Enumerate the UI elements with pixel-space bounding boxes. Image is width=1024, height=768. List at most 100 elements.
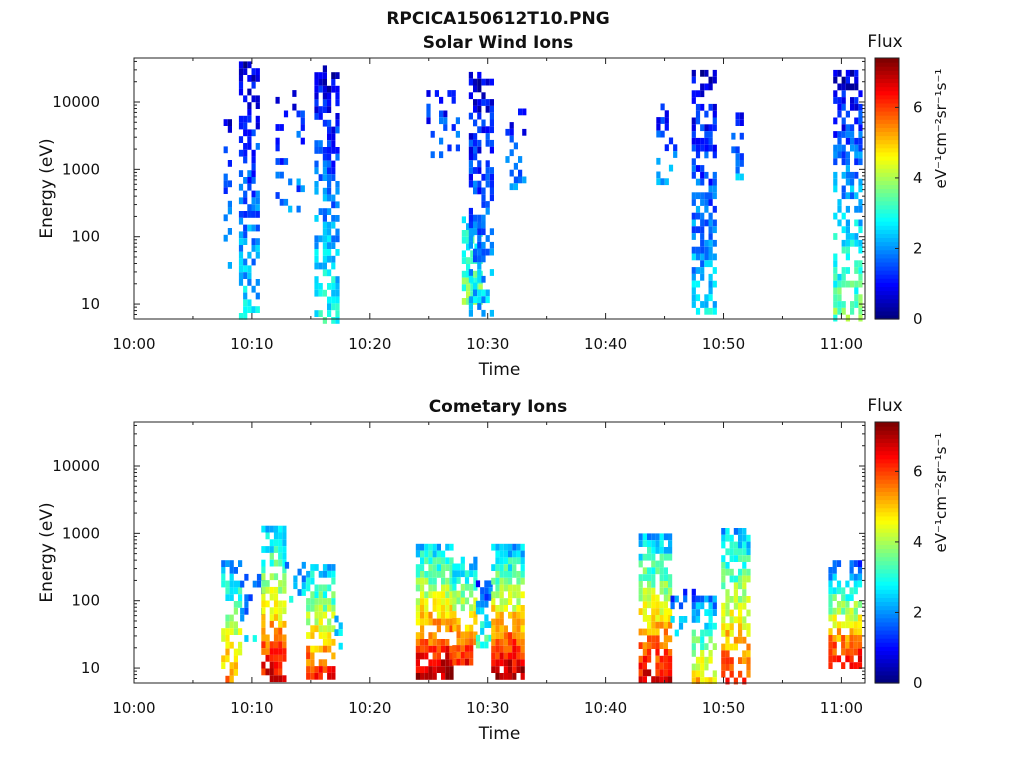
flux-cell [238, 251, 244, 259]
flux-cell [833, 233, 838, 240]
flux-cell [261, 546, 266, 553]
flux-cell [738, 555, 743, 562]
flux-cell [279, 198, 284, 206]
flux-cell [516, 652, 521, 660]
flux-cell [477, 160, 482, 168]
flux-cell [420, 645, 425, 653]
colorbar-segment [875, 503, 899, 509]
flux-cell [261, 634, 266, 642]
flux-cell [480, 587, 485, 594]
flux-cell [445, 625, 450, 633]
colorbar-segment [875, 634, 899, 639]
flux-cell [509, 128, 514, 136]
flux-cell [503, 659, 508, 667]
flux-cell [452, 590, 457, 598]
flux-cell [642, 649, 647, 656]
flux-cell [721, 602, 726, 610]
flux-cell [837, 137, 842, 145]
flux-cell [273, 532, 279, 540]
flux-cell [828, 573, 833, 581]
flux-cell [468, 269, 473, 276]
flux-cell [247, 183, 252, 191]
flux-cell [282, 532, 287, 540]
flux-cell [282, 539, 287, 547]
flux-cell [460, 570, 465, 578]
flux-cell [721, 630, 726, 637]
flux-cell [439, 137, 444, 145]
flux-cell [327, 249, 332, 256]
flux-cell [837, 219, 842, 227]
flux-cell [700, 246, 705, 254]
flux-cell [238, 245, 244, 252]
flux-cell [306, 604, 311, 612]
flux-cell [468, 160, 473, 168]
flux-cell [858, 273, 863, 281]
flux-cell [283, 158, 289, 165]
flux-cell [451, 96, 456, 104]
colorbar-title: Flux [867, 32, 902, 52]
flux-cell [247, 177, 252, 184]
flux-cell [499, 639, 504, 646]
flux-cell [477, 180, 482, 188]
flux-cell [638, 669, 643, 677]
flux-cell [495, 666, 500, 673]
x-tick-label: 10:00 [112, 335, 155, 353]
flux-cell [858, 314, 863, 322]
flux-cell [306, 618, 311, 626]
colorbar-segment [875, 458, 899, 464]
flux-cell [733, 636, 738, 644]
flux-cell [691, 171, 696, 179]
flux-cell [700, 144, 705, 152]
flux-cell [489, 167, 494, 174]
flux-cell [466, 284, 471, 292]
flux-cell [850, 178, 855, 186]
flux-cell [508, 611, 513, 619]
flux-cell [225, 587, 230, 595]
flux-cell [223, 173, 228, 181]
flux-cell [327, 625, 332, 633]
flux-cell [729, 575, 734, 583]
flux-cell [858, 144, 863, 152]
flux-cell [468, 167, 473, 174]
flux-cell [520, 543, 525, 551]
flux-cell [721, 670, 726, 678]
flux-cell [642, 608, 647, 615]
colorbar-segment [875, 274, 899, 279]
flux-cell [668, 594, 673, 602]
flux-cell [499, 605, 504, 612]
flux-cell [447, 144, 452, 152]
flux-cell [327, 666, 332, 673]
flux-cell [432, 618, 437, 626]
flux-cell [247, 299, 252, 307]
flux-cell [833, 151, 838, 159]
flux-cell [738, 630, 743, 637]
flux-cell [491, 591, 496, 599]
flux-cell [651, 587, 656, 595]
flux-cell [733, 596, 738, 603]
flux-cell [495, 618, 500, 626]
flux-cell [489, 139, 494, 147]
flux-cell [441, 673, 446, 680]
flux-cell [841, 280, 846, 288]
flux-cell [642, 615, 647, 622]
flux-cell [464, 651, 470, 659]
flux-cell [738, 582, 743, 590]
flux-cell [255, 211, 260, 218]
flux-cell [742, 677, 747, 685]
flux-cell [858, 110, 863, 118]
flux-cell [481, 248, 486, 256]
flux-cell [473, 153, 478, 161]
flux-cell [845, 594, 850, 601]
flux-cell [503, 673, 508, 680]
flux-cell [441, 584, 446, 592]
flux-cell [837, 287, 842, 295]
flux-cell [746, 555, 751, 562]
flux-cell [858, 219, 863, 227]
flux-cell [327, 133, 332, 141]
flux-cell [499, 673, 504, 680]
flux-cell [499, 632, 504, 639]
flux-cell [282, 641, 287, 649]
flux-cell [841, 192, 846, 200]
flux-cell [828, 628, 833, 635]
flux-cell [480, 594, 485, 601]
